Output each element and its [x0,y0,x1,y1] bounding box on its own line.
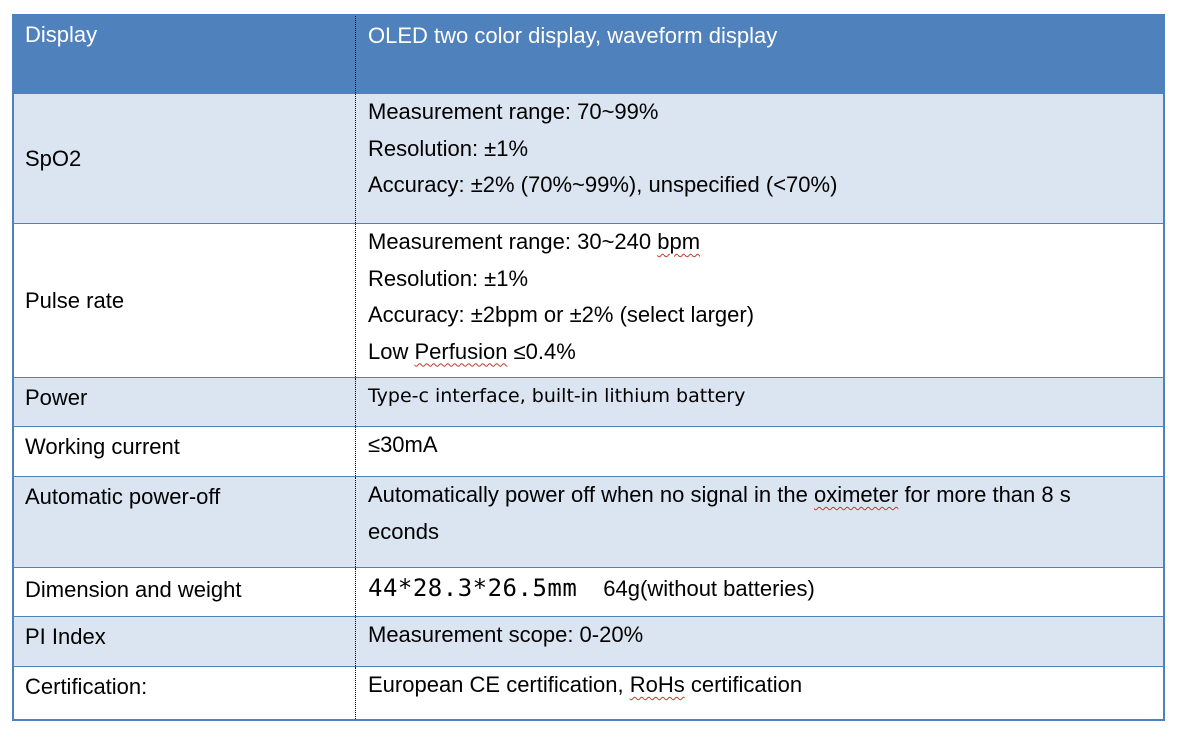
row-value: 44*28.3*26.5mm 64g(without batteries) [368,574,815,602]
spellcheck-word: oximeter [813,482,899,507]
table-row: Dimension and weight 44*28.3*26.5mm 64g(w… [14,568,1163,617]
row-label: Display [14,16,356,93]
row-label: Pulse rate [14,224,356,377]
row-value: Type-c interface, built-in lithium batte… [368,385,746,407]
table-row: PI Index Measurement scope: 0-20% [14,617,1163,667]
row-value: Automatically power off when no signal i… [368,482,1071,544]
row-value: Measurement range: 30~240 bpm Resolution… [368,229,755,364]
table-row: Certification: European CE certification… [14,667,1163,719]
row-label: Dimension and weight [14,568,356,616]
row-label: PI Index [14,617,356,666]
row-value: OLED two color display, waveform display [368,23,778,48]
row-value: Measurement range: 70~99% Resolution: ±1… [368,99,838,197]
row-label: Automatic power-off [14,477,356,567]
row-label: SpO2 [14,94,356,223]
row-label: Power [14,378,356,426]
row-label: Working current [14,427,356,476]
table-row: Pulse rate Measurement range: 30~240 bpm… [14,224,1163,378]
table-row: SpO2 Measurement range: 70~99% Resolutio… [14,94,1163,224]
spellcheck-word: bpm [657,229,701,254]
table-row: Working current ≤30mA [14,427,1163,477]
row-value: European CE certification, RoHs certific… [368,672,803,697]
spec-table: Display OLED two color display, waveform… [12,14,1165,721]
table-row: Display OLED two color display, waveform… [14,16,1163,94]
table-row: Power Type-c interface, built-in lithium… [14,378,1163,427]
row-label: Certification: [14,667,356,719]
spellcheck-word: Perfusion [414,338,508,364]
row-value: ≤30mA [368,432,438,457]
row-value: Measurement scope: 0-20% [368,622,644,647]
table-row: Automatic power-off Automatically power … [14,477,1163,568]
spellcheck-word: RoHs [629,672,685,697]
